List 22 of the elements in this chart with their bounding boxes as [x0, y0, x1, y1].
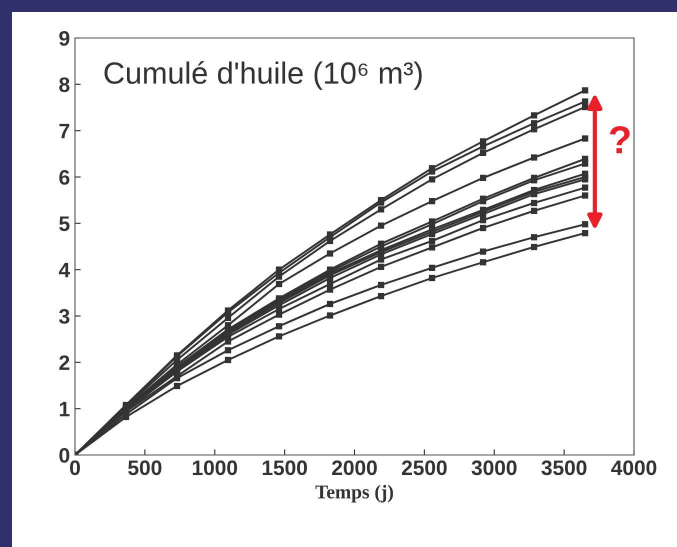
x-tick-label: 3500 [541, 460, 586, 476]
x-axis-title: Temps (j) [315, 484, 393, 502]
x-tick-label: 2000 [332, 460, 377, 476]
y-tick-label: 5 [59, 216, 70, 232]
x-tick-label: 0 [70, 460, 80, 476]
text: Cumulé d'huile (10⁶ m³) [104, 61, 422, 90]
y-tick-label: 4 [58, 262, 70, 278]
x-tick-label: 2500 [402, 460, 447, 476]
y-tick-label: 2 [59, 355, 70, 370]
x-tick-label: 500 [128, 460, 162, 476]
y-tick-label: 0 [59, 448, 70, 463]
y-tick-label: 9 [59, 31, 70, 46]
y-tick-label: 3 [59, 309, 70, 324]
x-tick-label: 1500 [262, 460, 307, 476]
y-tick-label: 1 [60, 402, 70, 416]
x-tick-label: 4000 [611, 460, 656, 476]
y-tick-label: 7 [59, 124, 70, 138]
x-tick-label: 1000 [192, 460, 238, 476]
y-tick-label: 6 [59, 170, 70, 185]
y-tick-label: 8 [59, 77, 70, 92]
x-tick-label: 3000 [472, 460, 517, 476]
annotation: ? [610, 126, 630, 154]
